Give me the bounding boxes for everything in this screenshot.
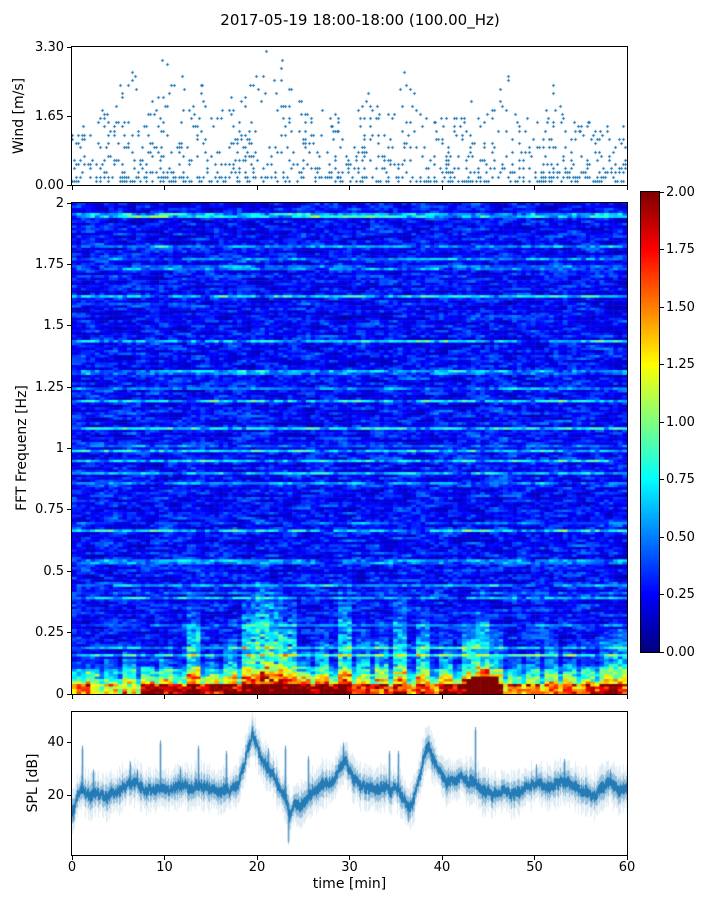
wind-y-tick-mark (67, 46, 71, 48)
colorbar-tick-mark (660, 306, 664, 308)
colorbar-tick-label: 1.25 (666, 357, 695, 372)
spectrogram-x-tick-mark (164, 695, 165, 699)
spectrogram-y-tick-mark (67, 263, 71, 265)
spl-subplot (71, 711, 628, 856)
wind-y-tick-label: 1.65 (35, 108, 64, 124)
spl-x-tick-mark (626, 856, 628, 860)
spl-y-tick-mark (67, 742, 71, 744)
spl-y-tick-label: 40 (47, 735, 64, 751)
spectrogram-y-tick-mark (67, 386, 71, 388)
spectrogram-y-tick-mark (67, 202, 71, 204)
x-tick-label: 0 (67, 860, 77, 875)
colorbar-tick-mark (660, 191, 664, 193)
colorbar-tick-mark (660, 479, 664, 480)
colorbar-tick-mark (660, 249, 664, 250)
spectrogram-x-tick-mark (349, 695, 350, 699)
colorbar-gradient (641, 192, 659, 652)
x-tick-label: 60 (618, 860, 636, 875)
colorbar-tick-label: 1.00 (666, 414, 695, 430)
wind-scatter-plot (72, 47, 627, 185)
spl-x-tick-mark (164, 856, 165, 860)
figure-title: 2017-05-19 18:00-18:00 (100.00_Hz) (220, 11, 500, 29)
spectrogram-x-tick-mark (256, 695, 258, 699)
colorbar-tick-mark (660, 651, 664, 653)
wind-y-tick-label: 3.30 (35, 39, 64, 55)
wind-x-tick-mark (441, 186, 443, 190)
spectrogram-x-tick-mark (534, 695, 535, 699)
spectrogram-y-tick-mark (67, 693, 71, 695)
colorbar-tick-label: 0.50 (666, 529, 695, 545)
colorbar (640, 191, 660, 653)
colorbar-tick-label: 0.25 (666, 587, 695, 602)
spectrogram-y-tick-mark (67, 509, 71, 511)
wind-subplot (71, 46, 628, 186)
wind-x-tick-mark (534, 186, 535, 190)
spl-x-tick-mark (534, 856, 535, 860)
spectrogram-y-tick-label: 0.5 (43, 563, 64, 579)
spectrogram-y-tick-label: 0.25 (35, 625, 64, 641)
colorbar-tick-label: 0.00 (666, 644, 695, 660)
spectrogram-y-tick-mark (67, 325, 71, 327)
spectrogram-y-tick-mark (67, 448, 71, 449)
spectrogram-subplot (71, 202, 628, 695)
wind-y-tick-mark (67, 184, 71, 186)
spectrogram-y-tick-mark (67, 570, 71, 572)
colorbar-tick-label: 0.75 (666, 472, 695, 487)
wind-y-tick-label: 0.00 (35, 177, 64, 193)
spl-x-tick-mark (441, 856, 443, 860)
x-tick-label: 20 (248, 860, 266, 875)
spectrogram-y-tick-label: 1.75 (35, 256, 64, 272)
x-tick-label: 50 (526, 860, 543, 875)
colorbar-tick-label: 1.75 (666, 242, 695, 257)
spectrogram-y-tick-label: 2 (55, 195, 64, 211)
spl-x-tick-mark (256, 856, 258, 860)
colorbar-tick-mark (660, 364, 664, 365)
spectrogram-y-tick-label: 1.25 (35, 379, 64, 395)
wind-x-tick-mark (71, 186, 73, 190)
spectrogram-x-tick-mark (71, 695, 73, 699)
spectrogram-x-tick-mark (441, 695, 443, 699)
wind-x-tick-mark (164, 186, 165, 190)
colorbar-tick-mark (660, 421, 664, 423)
x-tick-label: 30 (341, 860, 358, 875)
spectrogram-x-tick-mark (626, 695, 628, 699)
spl-y-tick-label: 20 (47, 788, 64, 804)
spectrogram-heatmap (72, 203, 627, 694)
colorbar-tick-label: 1.50 (666, 299, 695, 315)
wind-x-tick-mark (256, 186, 258, 190)
spectrogram-y-tick-label: 0 (55, 686, 64, 702)
spl-y-axis-label: SPL [dB] (25, 753, 41, 813)
x-axis-label: time [min] (312, 876, 387, 892)
wind-y-tick-mark (67, 115, 71, 117)
colorbar-tick-mark (660, 594, 664, 595)
spectrogram-y-tick-label: 1.5 (43, 318, 64, 334)
x-tick-label: 10 (156, 860, 173, 875)
spl-line-plot (72, 712, 627, 855)
x-tick-label: 40 (433, 860, 451, 875)
spl-x-tick-mark (71, 856, 73, 860)
spl-x-tick-mark (349, 856, 350, 860)
spl-y-tick-mark (67, 795, 71, 797)
colorbar-tick-label: 2.00 (666, 184, 695, 200)
colorbar-tick-mark (660, 536, 664, 538)
wind-x-tick-mark (626, 186, 628, 190)
wind-x-tick-mark (349, 186, 350, 190)
spectrogram-y-tick-label: 0.75 (35, 502, 64, 518)
spectrogram-y-tick-mark (67, 632, 71, 634)
spectrogram-y-tick-label: 1 (55, 441, 64, 456)
